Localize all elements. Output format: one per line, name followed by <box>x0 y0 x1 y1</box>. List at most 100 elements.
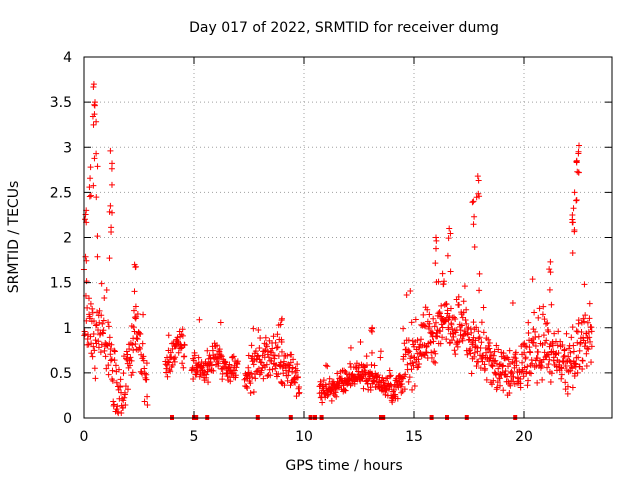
data-point <box>343 370 350 377</box>
data-point <box>331 392 338 399</box>
data-point <box>564 390 571 397</box>
data-point <box>495 346 502 353</box>
data-point <box>275 371 282 378</box>
data-point <box>571 370 578 377</box>
data-point <box>379 374 386 381</box>
data-point <box>405 337 412 344</box>
data-point <box>422 323 429 330</box>
data-point <box>480 329 487 336</box>
data-point <box>575 354 582 361</box>
y-tick-label: 2 <box>63 231 72 247</box>
data-point <box>586 315 593 322</box>
data-point <box>525 377 532 384</box>
data-point <box>584 319 591 326</box>
data-point <box>408 353 415 360</box>
data-point <box>249 374 256 381</box>
data-point <box>335 383 342 390</box>
data-point <box>458 322 465 329</box>
data-point <box>108 356 115 363</box>
data-point <box>191 352 198 359</box>
data-point <box>93 194 100 201</box>
data-point <box>245 364 252 371</box>
data-point <box>82 253 89 260</box>
data-point <box>96 307 103 314</box>
data-point <box>328 397 335 404</box>
data-point <box>132 340 139 347</box>
data-point <box>257 335 264 342</box>
data-point <box>548 301 555 308</box>
data-point <box>459 337 466 344</box>
data-point <box>377 348 384 355</box>
data-point <box>517 384 524 391</box>
data-point <box>447 305 454 312</box>
data-point <box>98 312 105 319</box>
y-tick-label: 3 <box>63 140 72 156</box>
data-point <box>107 202 114 209</box>
data-point <box>558 365 565 372</box>
data-point <box>532 328 539 335</box>
data-point <box>580 334 587 341</box>
data-point <box>126 346 133 353</box>
data-point <box>92 337 99 344</box>
data-point <box>386 367 393 374</box>
data-point <box>91 102 98 109</box>
data-point <box>449 326 456 333</box>
data-point <box>254 352 261 359</box>
data-point <box>564 383 571 390</box>
data-point <box>165 358 172 365</box>
data-point <box>573 197 580 204</box>
chart-title: Day 017 of 2022, SRMTID for receiver dum… <box>189 20 499 36</box>
data-point <box>108 341 115 348</box>
data-point <box>383 375 390 382</box>
data-point <box>334 370 341 377</box>
data-point <box>417 341 424 348</box>
data-point <box>371 362 378 369</box>
data-point <box>476 270 483 277</box>
data-point <box>103 287 110 294</box>
data-point <box>415 363 422 370</box>
data-point <box>258 367 265 374</box>
data-point <box>569 219 576 226</box>
data-point <box>545 328 552 335</box>
data-point <box>405 378 412 385</box>
data-point <box>418 336 425 343</box>
data-point <box>540 303 547 310</box>
data-point <box>441 278 448 285</box>
data-point <box>493 342 500 349</box>
data-point <box>347 360 354 367</box>
data-point <box>439 270 446 277</box>
data-point <box>133 335 140 342</box>
y-axis-label: SRMTID / TECUs <box>6 181 22 294</box>
data-point <box>92 375 99 382</box>
data-point <box>134 311 141 318</box>
data-point <box>420 311 427 318</box>
data-point <box>573 158 580 165</box>
data-point <box>447 230 454 237</box>
data-point <box>217 319 224 326</box>
data-point <box>539 311 546 318</box>
data-point <box>475 177 482 184</box>
data-point <box>269 345 276 352</box>
data-point <box>114 408 121 415</box>
data-point <box>544 320 551 327</box>
data-point <box>265 354 272 361</box>
data-point <box>471 213 478 220</box>
data-point <box>438 313 445 320</box>
data-point <box>581 318 588 325</box>
data-point <box>107 351 114 358</box>
data-point <box>402 371 409 378</box>
data-point <box>512 349 519 356</box>
data-point <box>256 356 263 363</box>
data-point <box>333 393 340 400</box>
data-point <box>555 328 562 335</box>
data-point <box>247 389 254 396</box>
data-point <box>252 375 259 382</box>
x-axis-label: GPS time / hours <box>285 458 402 474</box>
data-point <box>448 337 455 344</box>
data-point <box>403 291 410 298</box>
data-point <box>437 340 444 347</box>
data-point <box>368 327 375 334</box>
data-point <box>486 355 493 362</box>
data-point <box>558 375 565 382</box>
data-point <box>539 376 546 383</box>
